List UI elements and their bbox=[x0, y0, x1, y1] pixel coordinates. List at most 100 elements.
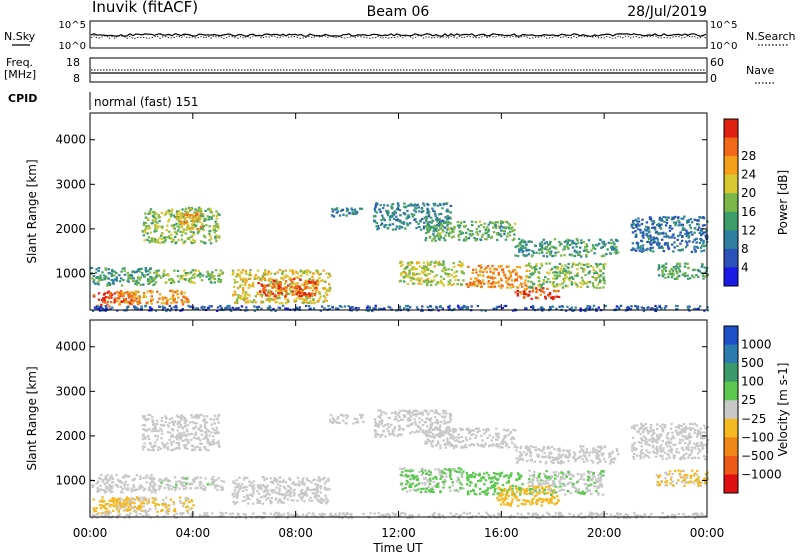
rti-cell bbox=[313, 294, 317, 297]
rti-cell bbox=[698, 305, 702, 308]
rti-cell bbox=[556, 457, 559, 460]
rti-cell bbox=[577, 252, 580, 255]
rti-cell bbox=[258, 501, 262, 504]
rti-cell bbox=[585, 253, 588, 257]
nsky-label: N.Sky bbox=[4, 30, 36, 43]
rti-cell bbox=[564, 284, 568, 287]
rti-cell bbox=[235, 307, 238, 310]
rti-cell bbox=[546, 255, 549, 258]
rti-cell bbox=[449, 217, 452, 220]
rti-cell bbox=[171, 295, 175, 299]
rti-cell bbox=[487, 223, 490, 226]
rti-cell bbox=[180, 432, 183, 435]
rti-cell bbox=[455, 436, 458, 439]
rti-cell bbox=[128, 294, 131, 297]
rti-cell bbox=[676, 305, 679, 308]
rti-cell bbox=[446, 228, 449, 231]
rti-cell bbox=[194, 446, 197, 449]
rti-cell bbox=[117, 510, 121, 513]
rti-cell bbox=[606, 248, 609, 251]
rti-cell bbox=[469, 277, 473, 280]
rti-cell bbox=[426, 208, 429, 211]
rti-cell bbox=[180, 417, 183, 420]
rti-cell bbox=[180, 435, 183, 438]
rti-cell bbox=[519, 283, 522, 286]
rti-cell bbox=[156, 422, 159, 425]
rti-cell bbox=[279, 284, 282, 287]
rti-cell bbox=[274, 286, 277, 289]
rti-cell bbox=[677, 219, 680, 222]
rti-cell bbox=[112, 497, 115, 500]
rti-cell bbox=[129, 301, 132, 304]
rti-cell bbox=[310, 281, 313, 284]
rti-cell bbox=[133, 499, 136, 502]
rti-cell bbox=[253, 276, 256, 279]
rti-cell bbox=[492, 443, 495, 446]
rti-cell bbox=[375, 222, 378, 225]
rti-cell bbox=[439, 424, 442, 427]
rti-cell bbox=[525, 452, 529, 455]
rti-cell bbox=[447, 283, 450, 286]
rti-cell bbox=[108, 499, 111, 502]
rti-cell bbox=[675, 304, 678, 307]
rti-cell bbox=[156, 435, 159, 438]
rti-cell bbox=[132, 292, 135, 295]
rti-cell bbox=[542, 287, 545, 290]
rti-cell bbox=[314, 494, 317, 497]
rti-cell bbox=[416, 261, 419, 264]
rti-cell bbox=[352, 308, 355, 311]
rti-cell bbox=[588, 307, 591, 310]
rti-cell bbox=[304, 270, 307, 273]
rti-cell bbox=[184, 497, 187, 500]
rti-cell bbox=[347, 305, 350, 308]
rti-cell bbox=[264, 486, 267, 489]
rti-cell bbox=[242, 298, 246, 302]
rti-cell bbox=[432, 238, 435, 241]
rti-cell bbox=[504, 220, 507, 223]
rti-cell bbox=[603, 244, 606, 247]
rti-cell bbox=[305, 295, 308, 298]
rti-cell bbox=[269, 502, 273, 505]
rti-cell bbox=[146, 218, 150, 221]
rti-cell bbox=[338, 304, 342, 308]
rti-cell bbox=[418, 426, 422, 429]
rti-cell bbox=[153, 219, 156, 222]
rti-cell bbox=[304, 283, 308, 286]
rti-cell bbox=[311, 492, 314, 495]
rti-cell bbox=[281, 276, 284, 279]
rti-cell bbox=[436, 220, 439, 223]
rti-cell bbox=[390, 205, 393, 208]
rti-cell bbox=[130, 501, 134, 504]
rti-cell bbox=[504, 434, 508, 438]
rti-cell bbox=[425, 224, 429, 227]
rti-cell bbox=[412, 282, 416, 285]
rti-cell bbox=[97, 480, 100, 483]
rti-cell bbox=[535, 291, 538, 294]
rti-cell bbox=[145, 476, 148, 479]
rti-cell bbox=[480, 443, 484, 446]
rti-cell bbox=[190, 438, 193, 441]
rti-cell bbox=[654, 309, 658, 313]
rti-cell bbox=[149, 212, 152, 215]
rti-cell bbox=[598, 286, 602, 289]
rti-cell bbox=[499, 445, 502, 448]
rti-cell bbox=[124, 504, 128, 507]
rti-cell bbox=[316, 271, 319, 274]
rti-cell bbox=[653, 308, 656, 311]
rti-cell bbox=[677, 235, 680, 238]
rti-cell bbox=[258, 500, 262, 503]
rti-cell bbox=[499, 277, 503, 280]
rti-cell bbox=[535, 288, 539, 292]
rti-cell bbox=[185, 296, 188, 299]
rti-cell bbox=[187, 227, 191, 230]
rti-cell bbox=[478, 269, 482, 272]
rti-cell bbox=[265, 488, 269, 492]
rti-cell bbox=[427, 418, 430, 421]
rti-cell bbox=[506, 428, 510, 431]
rti-cell bbox=[183, 425, 186, 428]
rti-cell bbox=[398, 427, 401, 430]
rti-cell bbox=[421, 271, 425, 275]
rti-cell bbox=[142, 223, 146, 227]
rti-cell bbox=[114, 484, 117, 487]
rti-cell bbox=[301, 479, 304, 482]
